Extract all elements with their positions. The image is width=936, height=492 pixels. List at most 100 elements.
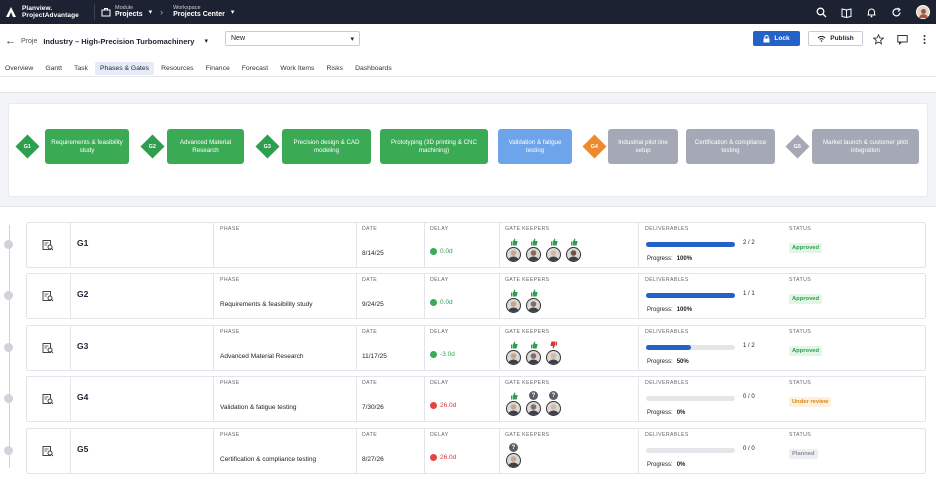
- lock-button[interactable]: Lock: [753, 31, 800, 46]
- tab-gantt[interactable]: Gantt: [45, 64, 62, 72]
- gate-row[interactable]: G5 PHASE DATE DELAY GATE KEEPERS DELIVERABLES…: [26, 428, 926, 474]
- column-divider: [356, 274, 357, 318]
- phase-block[interactable]: Certification & compliance testing: [686, 129, 775, 164]
- keeper-avatar: [506, 350, 521, 365]
- gate-keeper[interactable]: [545, 340, 562, 366]
- keeper-avatar: [506, 298, 521, 313]
- gate-marker-label: G2: [148, 143, 157, 150]
- tab-dashboards[interactable]: Dashboards: [355, 64, 392, 72]
- column-header-deliverables: DELIVERABLES: [645, 380, 689, 386]
- caret-down-icon: ▾: [148, 9, 153, 16]
- phase-block[interactable]: Industrial pilot line setup: [608, 129, 678, 164]
- gate-row[interactable]: G4 PHASE DATE DELAY GATE KEEPERS DELIVERABLES…: [26, 376, 926, 422]
- tab-work-items[interactable]: Work Items: [280, 64, 315, 72]
- column-header-phase: PHASE: [220, 277, 240, 283]
- column-divider: [499, 326, 500, 370]
- column-divider: [499, 429, 500, 473]
- gate-review-icon[interactable]: [42, 445, 54, 457]
- delay-status-dot: [430, 402, 437, 409]
- project-tabs: Overview Gantt Task Phases & Gates Resources…: [0, 60, 936, 77]
- phase-block[interactable]: Precision design & CAD modeling: [282, 129, 371, 164]
- more-vertical-icon[interactable]: [919, 34, 930, 45]
- thumbs-up-icon: [549, 237, 558, 246]
- gate-row[interactable]: G3 PHASE DATE DELAY GATE KEEPERS DELIVERABLES…: [26, 325, 926, 371]
- phase-name: Advanced Material Research: [220, 353, 304, 360]
- deliverables-progress-bar: [646, 345, 735, 350]
- tab-resources[interactable]: Resources: [161, 64, 194, 72]
- workspace-label: Workspace: [173, 5, 201, 11]
- gate-keeper[interactable]: ?: [505, 443, 522, 469]
- gate-review-cell: [27, 274, 71, 318]
- gate-keeper[interactable]: [525, 237, 542, 263]
- workspace-switcher[interactable]: Workspace Projects Center ▾: [173, 5, 234, 19]
- search-icon[interactable]: [816, 7, 827, 18]
- phase-block[interactable]: Validation & fatigue testing: [498, 129, 572, 164]
- gate-keeper[interactable]: [505, 340, 522, 366]
- user-avatar[interactable]: [916, 5, 930, 19]
- delay-value: 26.0d: [430, 402, 456, 409]
- gate-row[interactable]: G1 PHASE DATE DELAY GATE KEEPERS DELIVERABLES…: [26, 222, 926, 268]
- broadcast-icon: [817, 35, 826, 42]
- star-icon[interactable]: [873, 34, 884, 45]
- gate-marker-g1[interactable]: G1: [15, 134, 40, 159]
- gate-keeper[interactable]: [545, 237, 562, 263]
- tab-risks[interactable]: Risks: [326, 64, 344, 72]
- brand-line2: ProjectAdvantage: [22, 12, 79, 19]
- column-divider: [638, 274, 639, 318]
- book-icon[interactable]: [841, 7, 852, 18]
- phase-block[interactable]: Market launch & customer pilot integrati…: [812, 129, 919, 164]
- gate-marker-label: G4: [590, 143, 599, 150]
- tab-forecast[interactable]: Forecast: [241, 64, 269, 72]
- gate-keeper[interactable]: [505, 237, 522, 263]
- tab-phases-gates[interactable]: Phases & Gates: [94, 61, 155, 75]
- column-header-phase: PHASE: [220, 329, 240, 335]
- project-status-select[interactable]: New ▾: [225, 31, 360, 46]
- caret-down-icon: ▾: [350, 35, 354, 43]
- comment-icon[interactable]: [897, 34, 908, 45]
- gate-keepers: [505, 237, 582, 263]
- gate-review-icon[interactable]: [42, 342, 54, 354]
- gate-marker-g2[interactable]: G2: [140, 134, 165, 159]
- column-header-deliverables: DELIVERABLES: [645, 277, 689, 283]
- phase-block[interactable]: Advanced Material Research: [167, 129, 244, 164]
- column-divider: [424, 377, 425, 421]
- caret-down-icon[interactable]: ▾: [204, 38, 208, 45]
- gate-keeper[interactable]: [525, 340, 542, 366]
- gate-keeper[interactable]: [505, 391, 522, 417]
- column-header-status: STATUS: [789, 329, 812, 335]
- phase-block[interactable]: Prototyping (3D printing & CNC machining…: [380, 129, 488, 164]
- column-divider: [499, 377, 500, 421]
- gate-keeper[interactable]: ?: [545, 391, 562, 417]
- bell-icon[interactable]: [866, 7, 877, 18]
- gate-review-icon[interactable]: [42, 290, 54, 302]
- back-arrow-icon[interactable]: ←: [5, 35, 16, 47]
- gate-keepers: ??: [505, 391, 562, 417]
- page-title: Industry – High-Precision Turbomachinery: [43, 36, 195, 46]
- gate-keepers: ?: [505, 443, 522, 469]
- gate-keeper[interactable]: ?: [525, 391, 542, 417]
- gate-marker-g5[interactable]: G5: [785, 134, 810, 159]
- gate-marker-g4[interactable]: G4: [582, 134, 607, 159]
- publish-button[interactable]: Publish: [808, 31, 863, 46]
- gate-review-icon[interactable]: [42, 393, 54, 405]
- module-switcher[interactable]: Module Projects ▾: [101, 5, 152, 19]
- gate-keeper[interactable]: [505, 288, 522, 314]
- column-header-keepers: GATE KEEPERS: [505, 226, 550, 232]
- gate-keeper[interactable]: [525, 288, 542, 314]
- deliverables-progress-fill: [646, 345, 691, 350]
- tab-task[interactable]: Task: [73, 64, 88, 72]
- progress-label: Progress:: [647, 256, 673, 262]
- project-header: ← Proje Industry – High-Precision Turbom…: [0, 24, 936, 58]
- gate-review-icon[interactable]: [42, 239, 54, 251]
- phase-block[interactable]: Requirements & feasibility study: [45, 129, 129, 164]
- gate-row[interactable]: G2 PHASE DATE DELAY GATE KEEPERS DELIVERABLES…: [26, 273, 926, 319]
- tab-finance[interactable]: Finance: [205, 64, 230, 72]
- tab-overview[interactable]: Overview: [5, 64, 34, 72]
- brand-logo[interactable]: Planview. ProjectAdvantage: [0, 5, 90, 19]
- gate-keeper[interactable]: [565, 237, 582, 263]
- gate-review-cell: [27, 223, 71, 267]
- gate-marker-g3[interactable]: G3: [255, 134, 280, 159]
- breadcrumb[interactable]: Proje: [21, 37, 38, 45]
- thumbs-up-icon: [529, 237, 538, 246]
- refresh-icon[interactable]: [891, 7, 902, 18]
